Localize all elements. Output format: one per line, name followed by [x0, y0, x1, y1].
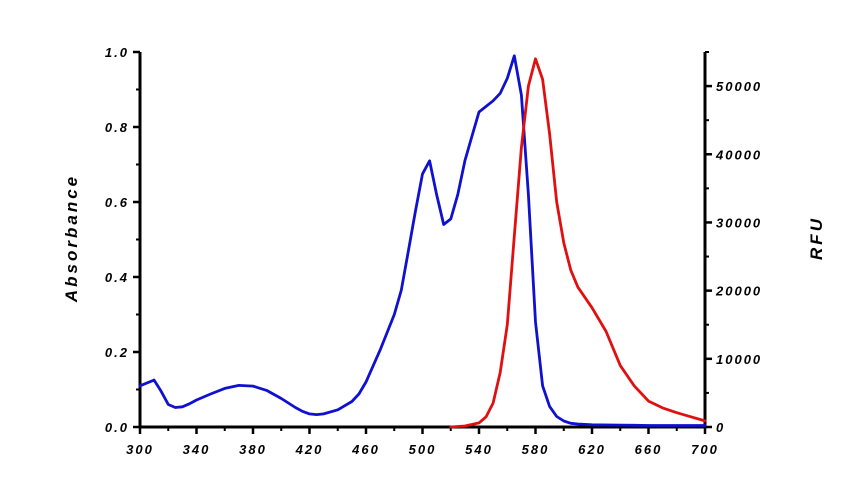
y-left-tick-label: 0.8 [105, 120, 129, 135]
x-tick-label: 620 [578, 442, 606, 457]
x-tick-label: 540 [465, 442, 493, 457]
y-left-tick-label: 0.2 [105, 345, 129, 360]
y-left-tick-label: 0.0 [105, 420, 129, 435]
y-right-tick-label: 10000 [716, 352, 762, 367]
y-axis-left-title: Absorbance [62, 174, 81, 303]
x-tick-label: 300 [126, 442, 154, 457]
y-left-tick-label: 0.4 [105, 270, 129, 285]
emission-series-line [449, 57, 707, 429]
tick-labels: 300 340 380 420 460 500 540 580 620 660 700 0.0 0.2 0… [105, 45, 762, 457]
y-axis-right-title: RFU [807, 216, 826, 260]
y-right-tick-label: 30000 [716, 215, 762, 230]
y-right-tick-label: 50000 [716, 79, 762, 94]
x-tick-label: 460 [351, 442, 380, 457]
y-right-tick-label: 20000 [715, 284, 762, 299]
x-tick-label: 580 [522, 442, 550, 457]
absorbance-series-line [138, 54, 707, 427]
x-tick-label: 380 [239, 442, 267, 457]
y-left-tick-label: 1.0 [105, 45, 129, 60]
y-left-tick-label: 0.6 [105, 195, 129, 210]
series-layer [138, 54, 707, 429]
x-tick-label: 700 [691, 442, 719, 457]
x-tick-label: 420 [295, 442, 324, 457]
x-tick-label: 660 [635, 442, 663, 457]
y-right-tick-label: 0 [716, 420, 725, 435]
x-tick-label: 340 [183, 442, 211, 457]
y-right-tick-label: 40000 [715, 147, 762, 162]
x-tick-label: 500 [409, 442, 437, 457]
axes [133, 50, 712, 434]
